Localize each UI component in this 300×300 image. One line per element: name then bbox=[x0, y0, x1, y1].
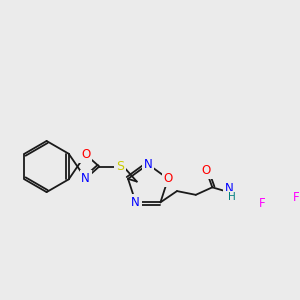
Text: N: N bbox=[224, 182, 233, 195]
Text: H: H bbox=[228, 192, 236, 202]
Text: N: N bbox=[81, 172, 90, 185]
Text: N: N bbox=[131, 196, 140, 209]
Text: F: F bbox=[292, 190, 299, 204]
Text: S: S bbox=[116, 160, 124, 173]
Text: F: F bbox=[260, 196, 266, 210]
Text: O: O bbox=[164, 172, 173, 185]
Text: N: N bbox=[144, 158, 152, 171]
Text: O: O bbox=[81, 148, 90, 161]
Text: O: O bbox=[202, 164, 211, 177]
